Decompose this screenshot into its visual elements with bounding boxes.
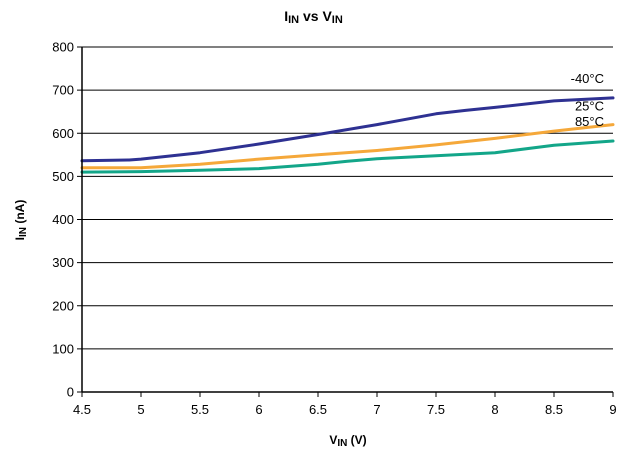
y-tick-label: 800 [52, 40, 74, 55]
y-tick-labels: 0 100 200 300 400 500 600 700 800 [52, 40, 74, 400]
x-axis-label: VIN (V) [329, 433, 366, 449]
series-label-2: 85°C [575, 114, 604, 129]
y-tick-label: 100 [52, 341, 74, 356]
series-line-1 [80, 123, 615, 170]
x-tick-label: 7.5 [427, 402, 445, 417]
chart-title: IIN vs VIN [284, 8, 343, 26]
y-tick-label: 600 [52, 126, 74, 141]
x-tick-label: 7 [373, 402, 380, 417]
x-tick-label: 6 [255, 402, 262, 417]
y-tick-label: 200 [52, 298, 74, 313]
axes [81, 47, 613, 393]
y-tick-label: 700 [52, 83, 74, 98]
x-tick-label: 5.5 [191, 402, 209, 417]
series-label-0: -40°C [571, 71, 604, 86]
gridlines [77, 46, 614, 397]
series-label-1: 25°C [575, 99, 604, 114]
x-tick-labels: 4.5 5 5.5 6 6.5 7 7.5 8 8.5 9 [73, 402, 617, 417]
series-line-0 [80, 96, 615, 163]
x-tick-label: 8.5 [545, 402, 563, 417]
series-line-2 [80, 139, 615, 174]
y-tick-label: 0 [67, 385, 74, 400]
series-lines [80, 96, 615, 174]
x-tick-label: 4.5 [73, 402, 91, 417]
x-tick-label: 9 [609, 402, 616, 417]
y-tick-label: 300 [52, 255, 74, 270]
y-axis-label: IIN (nA) [13, 200, 29, 241]
x-tick-label: 6.5 [309, 402, 327, 417]
y-tick-label: 400 [52, 212, 74, 227]
series-labels: -40°C 25°C85°C [571, 71, 604, 129]
x-tick-label: 5 [137, 402, 144, 417]
x-tick-label: 8 [491, 402, 498, 417]
y-tick-label: 500 [52, 169, 74, 184]
